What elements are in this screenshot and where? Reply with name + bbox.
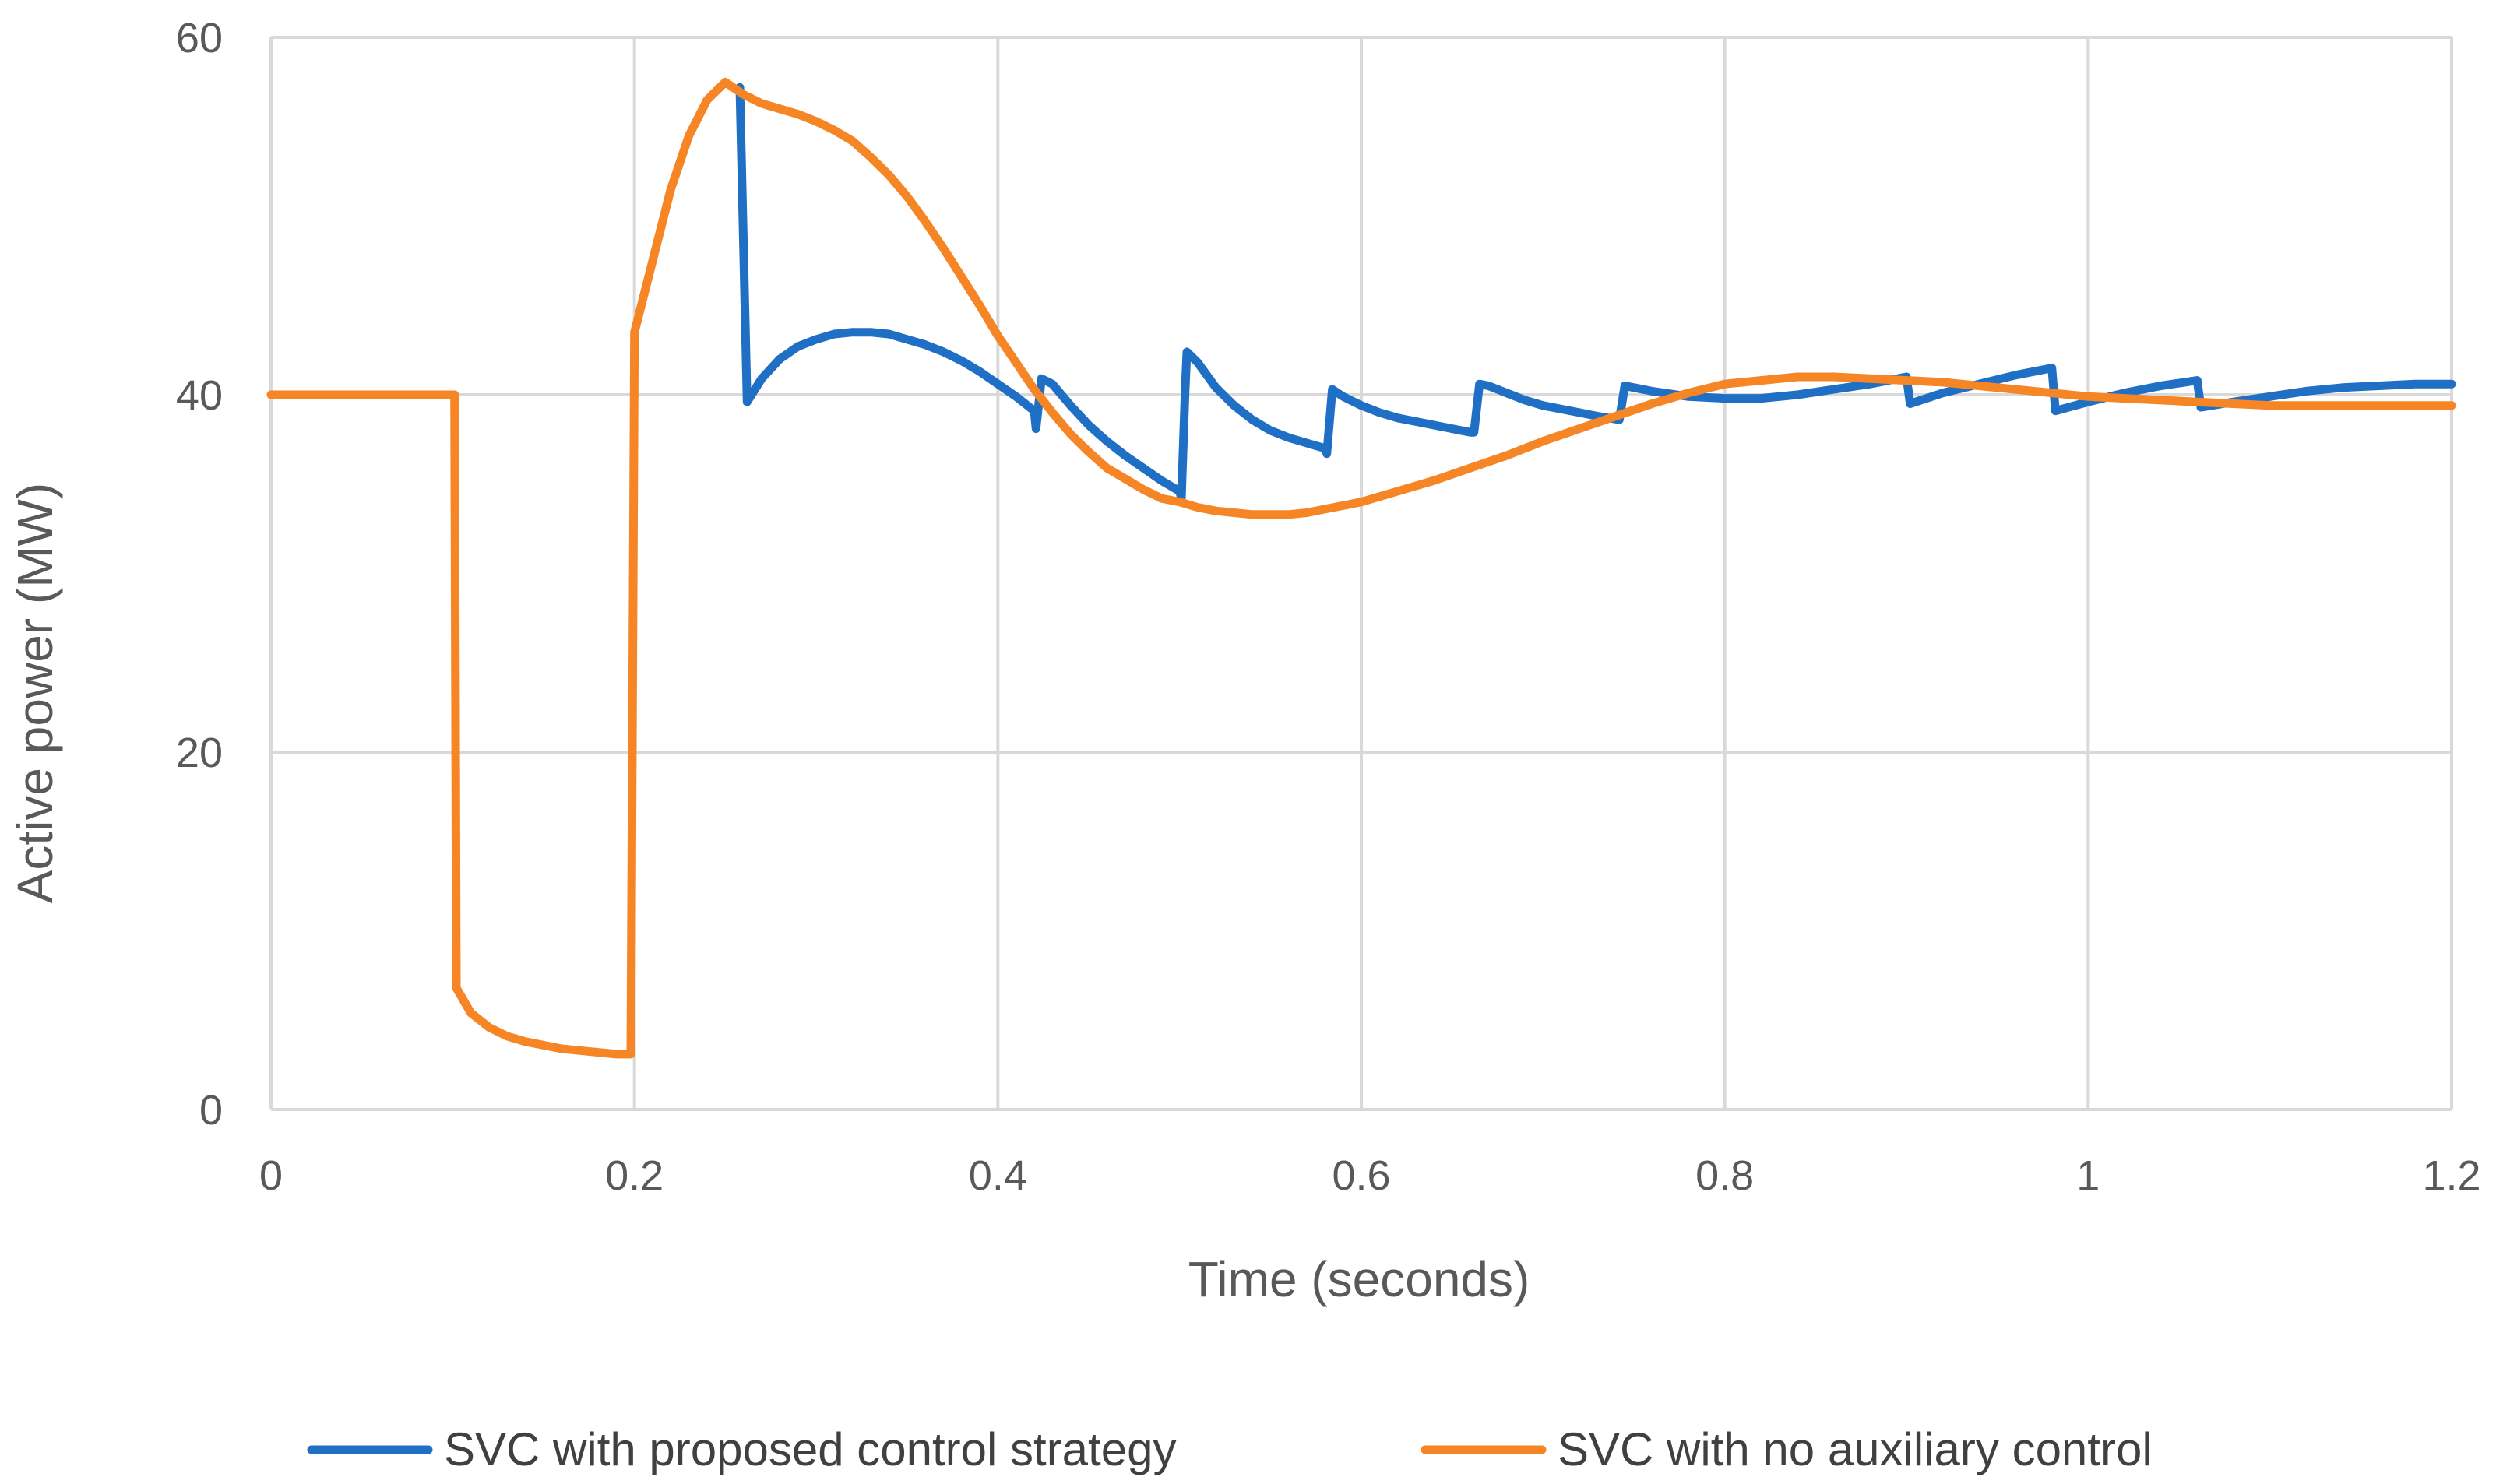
y-tick-label: 40	[176, 372, 223, 419]
series-line-2	[266, 77, 2456, 1059]
x-tick-label: 0.2	[605, 1152, 664, 1199]
y-tick-label: 60	[176, 15, 223, 62]
y-tick-label: 20	[176, 730, 223, 776]
x-tick-label: 0.4	[969, 1152, 1027, 1199]
legend-label: SVC with proposed control strategy	[444, 1423, 1176, 1475]
x-axis-title: Time (seconds)	[1188, 1251, 1530, 1307]
y-axis-title: Active power (MW)	[7, 483, 63, 904]
legend-label: SVC with no auxiliary control	[1558, 1423, 2153, 1475]
x-tick-label: 0.6	[1332, 1152, 1390, 1199]
x-tick-label: 0.8	[1695, 1152, 1754, 1199]
y-tick-label: 0	[199, 1087, 223, 1134]
x-tick-label: 0	[259, 1152, 283, 1199]
x-axis-ticks: 0 0.2 0.4 0.6 0.8 1 1.2	[259, 1152, 2481, 1199]
legend: SVC with proposed control strategy SVC wi…	[307, 1423, 2153, 1475]
x-tick-label: 1.2	[2422, 1152, 2480, 1199]
x-tick-label: 1	[2076, 1152, 2100, 1199]
grid	[269, 36, 2453, 1111]
y-axis-ticks: 0 20 40 60	[176, 15, 223, 1134]
series-line-1	[735, 83, 2456, 503]
series-lines	[266, 77, 2456, 1059]
